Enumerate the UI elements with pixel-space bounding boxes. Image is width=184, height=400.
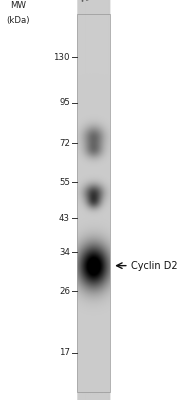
Text: 72: 72: [59, 139, 70, 148]
Text: 130: 130: [53, 53, 70, 62]
Text: RD: RD: [80, 0, 97, 4]
Text: (kDa): (kDa): [7, 16, 30, 25]
Text: 26: 26: [59, 287, 70, 296]
Text: MW: MW: [10, 1, 26, 10]
Text: 95: 95: [59, 98, 70, 107]
Bar: [77, 14, 110, 392]
Text: 34: 34: [59, 248, 70, 257]
Bar: [77, 14, 110, 392]
Text: 43: 43: [59, 214, 70, 222]
Text: 55: 55: [59, 178, 70, 187]
Text: Cyclin D2: Cyclin D2: [131, 261, 177, 271]
Text: 17: 17: [59, 348, 70, 358]
